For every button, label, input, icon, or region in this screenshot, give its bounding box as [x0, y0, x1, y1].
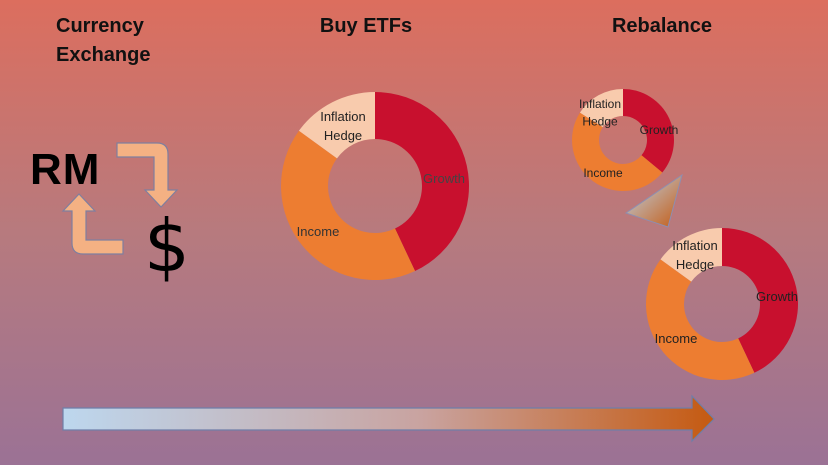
rebalance-before-donut-segment-growth: [623, 89, 675, 173]
timeline-arrow-icon: [62, 394, 715, 443]
buy-etfs-heading: Buy ETFs: [319, 15, 413, 37]
rebalance-after-donut-segment-inflation-hedge: [660, 228, 722, 282]
rebalance-triangle-icon: [624, 173, 683, 228]
buy-inflation-hedge-label: Inflation Hedge: [320, 109, 366, 143]
rebalance-after-donut: [645, 228, 799, 381]
reb2-income-label: Income: [655, 331, 698, 346]
currency-to-label: $: [144, 204, 190, 288]
reb2-growth-label: Growth: [756, 289, 798, 304]
buy-income-label: Income: [297, 224, 340, 239]
rebalance-before-donut-segment-inflation-hedge: [579, 89, 623, 128]
rebalance-after-donut-segment-income: [645, 259, 755, 381]
reb1-growth-label: Growth: [640, 123, 679, 137]
currency-exchange-heading: Currency Exchange: [56, 15, 151, 66]
reb2-inflation-hedge-label: Inflation Hedge: [672, 238, 718, 272]
reb1-inflation-hedge-label: Inflation Hedge: [579, 97, 621, 128]
rebalance-before-donut: [571, 89, 675, 192]
exchange-arrow-icon: [116, 142, 179, 208]
buy-growth-label: Growth: [423, 171, 465, 186]
buy-etfs-donut-segment-growth: [374, 92, 469, 272]
rebalance-heading: Rebalance: [611, 15, 713, 37]
buy-etfs-donut-segment-income: [281, 130, 416, 280]
rebalance-before-donut-segment-income: [571, 112, 663, 192]
rebalance-after-donut-segment-growth: [722, 228, 799, 373]
buy-etfs-donut-segment-inflation-hedge: [298, 92, 375, 159]
reb1-income-label: Income: [583, 166, 623, 180]
currency-from-label: RM: [30, 145, 101, 194]
exchange-return-arrow-icon: [61, 193, 124, 255]
buy-etfs-donut: [281, 92, 469, 280]
